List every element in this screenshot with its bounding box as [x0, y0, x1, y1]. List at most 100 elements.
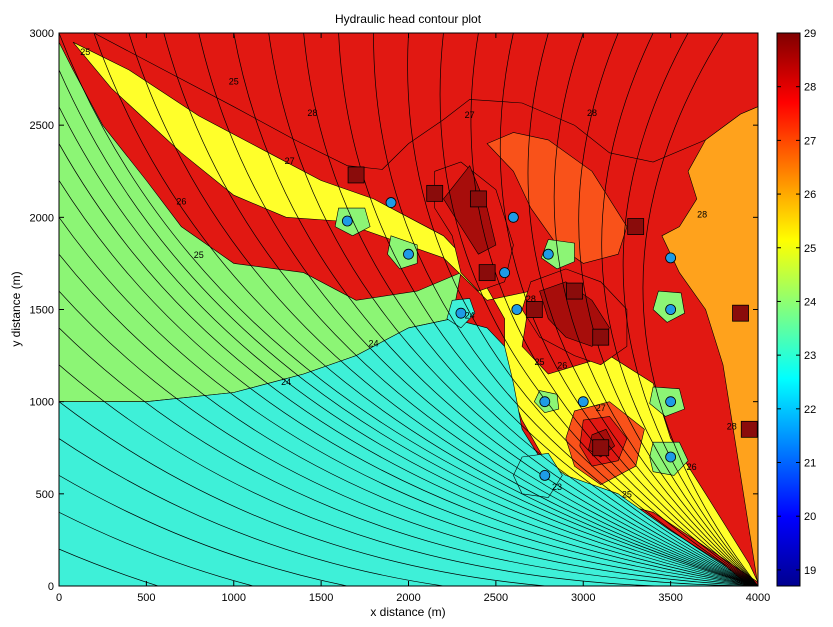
contour-label-0: 23 — [552, 482, 562, 492]
well-low-6 — [665, 396, 677, 408]
streamline-31 — [59, 475, 758, 586]
x-tick-label-2000: 2000 — [396, 592, 420, 604]
contour-label-15: 28 — [697, 209, 707, 219]
x-tick-label-1000: 1000 — [222, 592, 246, 604]
contour-label-10: 27 — [285, 156, 295, 166]
streamline-24 — [59, 217, 758, 586]
cbar-tick-label-29: 29 — [804, 28, 816, 40]
cbar-tick-label-28: 28 — [804, 82, 816, 94]
y-tick-label-0: 0 — [48, 581, 54, 593]
contour-label-8: 26 — [557, 360, 567, 370]
streamline-8 — [338, 33, 758, 586]
contour-label-19: 25 — [229, 77, 239, 87]
well-low-0 — [341, 215, 353, 227]
streamline-13 — [499, 33, 758, 586]
streamline-30 — [59, 438, 758, 586]
well-high-9 — [740, 420, 758, 438]
x-tick-label-0: 0 — [56, 592, 62, 604]
streamline-4 — [198, 33, 758, 586]
contour-label-9: 26 — [687, 462, 697, 472]
streamline-9 — [373, 33, 758, 586]
streamline-22 — [59, 143, 758, 586]
y-tick-label-1500: 1500 — [30, 305, 54, 317]
cbar-tick-label-23: 23 — [804, 350, 816, 362]
streamline-0 — [59, 33, 758, 586]
streamline-15 — [553, 33, 758, 586]
well-high-1 — [426, 184, 444, 202]
contour-fill-zones — [59, 33, 758, 586]
x-tick-label-3000: 3000 — [571, 592, 595, 604]
streamline-7 — [303, 33, 758, 586]
well-high-7 — [592, 328, 610, 346]
contour-label-5: 25 — [622, 490, 632, 500]
contour-label-13: 28 — [307, 108, 317, 118]
streamline-29 — [59, 401, 758, 586]
contour-label-12: 27 — [596, 403, 606, 413]
streamline-26 — [59, 290, 758, 586]
well-high-5 — [525, 301, 543, 318]
contour-label-16: 28 — [526, 294, 536, 304]
contour-label-3: 24 — [465, 311, 475, 321]
well-high-3 — [478, 264, 496, 282]
x-tick-label-1500: 1500 — [309, 592, 333, 604]
well-low-1 — [385, 197, 397, 208]
streamline-25 — [59, 253, 758, 586]
y-tick-label-2500: 2500 — [30, 120, 54, 132]
cbar-tick-label-22: 22 — [804, 404, 816, 416]
well-low-13 — [499, 267, 511, 279]
wells — [341, 166, 758, 481]
cbar-tick-label-26: 26 — [804, 189, 816, 201]
streamline-28 — [59, 364, 758, 586]
well-low-12 — [665, 252, 677, 264]
well-high-4 — [732, 304, 749, 322]
contour-label-6: 25 — [535, 357, 545, 367]
contour-label-17: 28 — [727, 421, 737, 431]
streamline-17 — [601, 33, 758, 586]
well-low-9 — [665, 451, 677, 463]
y-axis-ticks: 0 500 1000 1500 2000 2500 3000 — [30, 28, 758, 593]
x-tick-label-3500: 3500 — [658, 592, 682, 604]
y-tick-label-3000: 3000 — [30, 28, 54, 40]
streamline-2 — [128, 33, 758, 586]
well-high-2 — [627, 218, 645, 235]
flow-streamlines — [59, 33, 758, 586]
contour-zone-23 — [59, 318, 750, 586]
contour-label-14: 28 — [587, 108, 597, 118]
well-low-7 — [539, 396, 551, 408]
well-low-8 — [539, 469, 551, 481]
well-high-8 — [592, 439, 610, 457]
chart-title: Hydraulic head contour plot — [335, 12, 482, 26]
contour-label-7: 26 — [176, 196, 186, 206]
streamline-23 — [59, 180, 758, 586]
y-axis-label: y distance (m) — [9, 271, 23, 346]
contour-zone-29 — [443, 165, 497, 255]
streamline-12 — [470, 33, 758, 586]
contour-label-4: 25 — [194, 250, 204, 260]
well-low-2 — [403, 248, 414, 260]
x-axis-ticks: 0 500 1000 1500 2000 2500 3000 3500 4000 — [56, 33, 770, 604]
y-tick-label-1000: 1000 — [30, 397, 54, 409]
cbar-tick-label-24: 24 — [804, 296, 816, 308]
streamline-27 — [59, 327, 758, 586]
well-low-5 — [665, 304, 677, 315]
cbar-tick-label-19: 19 — [804, 565, 816, 577]
well-low-11 — [577, 396, 589, 408]
contour-label-18: 25 — [80, 47, 90, 57]
well-low-4 — [542, 248, 554, 260]
streamline-1 — [93, 33, 758, 586]
streamline-11 — [439, 33, 758, 586]
well-low-10 — [511, 304, 523, 315]
contour-label-2: 24 — [281, 377, 291, 387]
streamline-18 — [622, 33, 758, 586]
contour-labels: 23 24 24 24 25 25 25 26 26 26 27 27 27 28 28 28 28 28 25 25 — [80, 47, 737, 499]
streamline-10 — [407, 33, 758, 586]
x-tick-label-4000: 4000 — [746, 592, 770, 604]
cbar-tick-label-20: 20 — [804, 511, 816, 523]
streamline-32 — [59, 511, 758, 586]
streamline-16 — [578, 33, 758, 586]
well-low-14 — [507, 211, 519, 223]
contour-zone-27 — [486, 132, 628, 264]
cbar-tick-label-25: 25 — [804, 243, 816, 255]
